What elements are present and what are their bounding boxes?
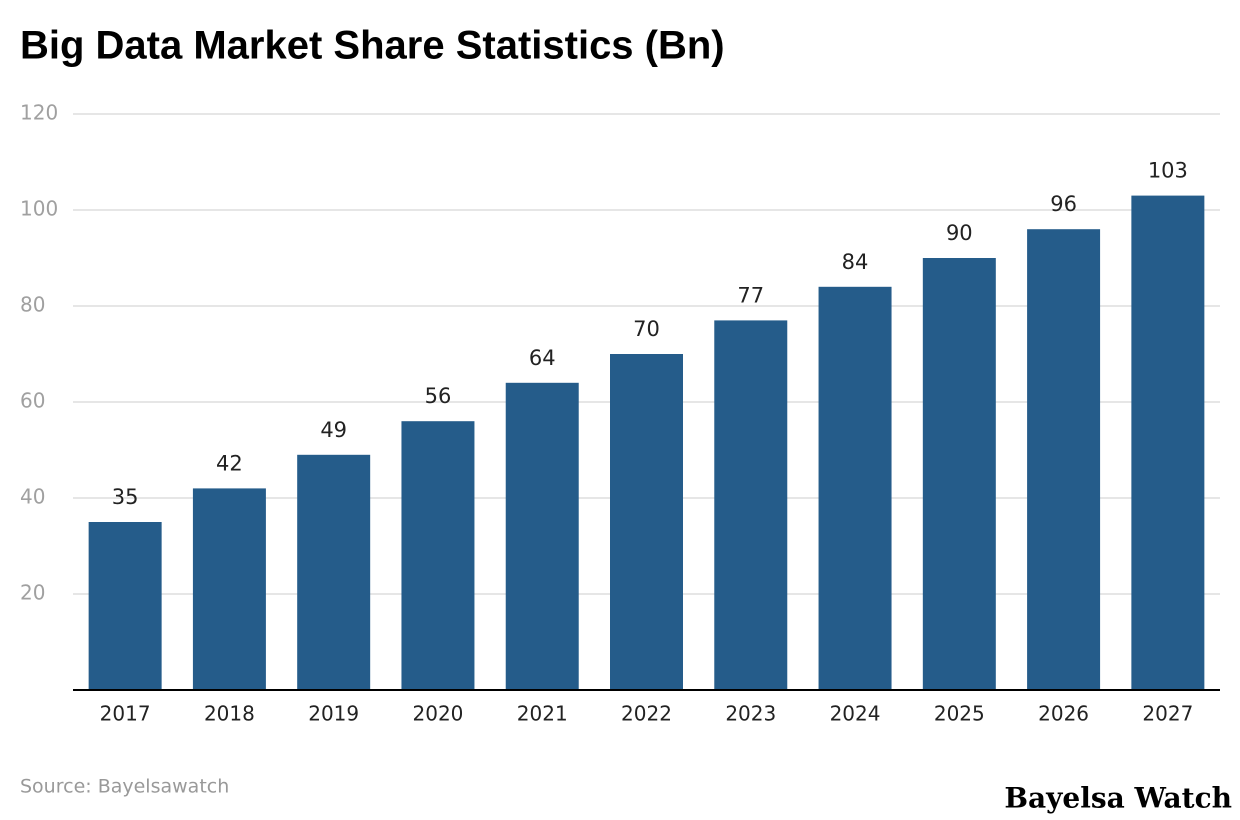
x-tick-label: 2022 [621, 702, 672, 726]
y-tick-label: 60 [20, 389, 45, 413]
bar [88, 522, 162, 690]
value-label: 96 [1050, 192, 1077, 216]
bar [505, 382, 579, 690]
bar [192, 488, 266, 690]
bar [922, 258, 996, 690]
x-tick-label: 2020 [413, 702, 464, 726]
bar [1131, 195, 1205, 690]
value-label: 42 [216, 451, 243, 475]
x-tick-label: 2018 [204, 702, 255, 726]
y-tick-label: 100 [20, 197, 58, 221]
value-label: 77 [737, 283, 764, 307]
value-label: 56 [425, 384, 452, 408]
bar [818, 286, 892, 690]
bar [610, 354, 683, 690]
x-tick-label: 2017 [100, 702, 151, 726]
value-label: 64 [529, 346, 556, 370]
y-tick-label: 20 [20, 581, 45, 605]
bar [1027, 229, 1101, 690]
bar [401, 421, 475, 690]
y-tick-label: 80 [20, 293, 45, 317]
source-note: Source: Bayelsawatch [20, 776, 229, 798]
y-tick-label: 120 [20, 101, 58, 125]
x-tick-label: 2023 [725, 702, 776, 726]
value-label: 70 [633, 317, 660, 341]
chart-title: Big Data Market Share Statistics (Bn) [20, 24, 725, 68]
x-tick-label: 2025 [934, 702, 985, 726]
value-label: 49 [320, 418, 347, 442]
value-label: 35 [112, 485, 139, 509]
x-tick-label: 2019 [308, 702, 359, 726]
y-tick-label: 40 [20, 485, 45, 509]
x-tick-label: 2027 [1142, 702, 1193, 726]
x-tick-label: 2024 [830, 702, 881, 726]
value-label: 90 [946, 221, 973, 245]
bar [714, 320, 788, 690]
x-tick-label: 2026 [1038, 702, 1089, 726]
value-label: 103 [1148, 159, 1188, 183]
bar [297, 454, 371, 690]
value-label: 84 [842, 250, 869, 274]
x-tick-label: 2021 [517, 702, 568, 726]
watermark: Bayelsa Watch [1004, 782, 1232, 815]
